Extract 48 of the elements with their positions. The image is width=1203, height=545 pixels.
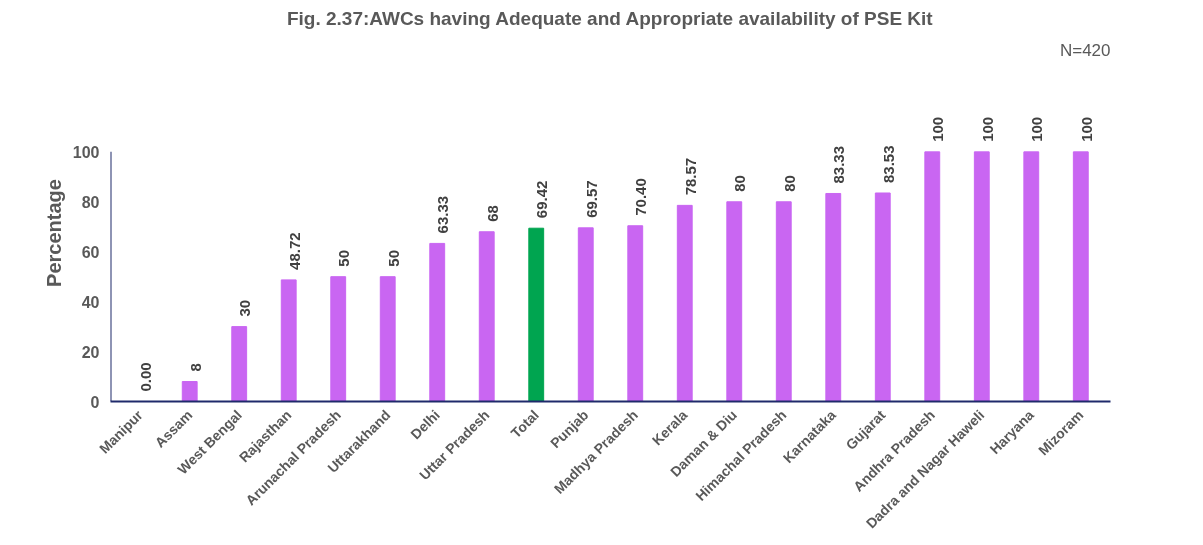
data-label: 80	[780, 175, 798, 192]
bar	[676, 204, 693, 402]
y-tick-label: 40	[81, 293, 100, 311]
bar	[1072, 151, 1089, 402]
data-label: 78.57	[681, 157, 699, 196]
y-tick-label: 100	[72, 143, 100, 161]
bar	[528, 227, 545, 402]
bar	[1023, 151, 1040, 402]
bar	[924, 151, 941, 402]
bar	[726, 201, 743, 402]
y-tick-label: 0	[90, 393, 100, 411]
data-label: 83.53	[879, 145, 897, 183]
data-label: 8	[186, 363, 204, 372]
data-label: 80	[731, 175, 749, 192]
data-label: 50	[335, 250, 353, 267]
data-label: 68	[483, 205, 501, 222]
y-tick-label: 60	[81, 243, 100, 261]
y-tick-label: 20	[81, 343, 100, 361]
y-tick-label: 80	[81, 193, 100, 211]
bar	[280, 279, 297, 402]
bar	[577, 227, 594, 402]
data-label: 100	[1028, 116, 1046, 142]
data-label: 30	[236, 299, 254, 317]
data-label: 100	[929, 116, 947, 142]
data-label: 83.33	[830, 145, 848, 184]
bar	[330, 276, 347, 402]
data-label: 48.72	[285, 232, 303, 270]
bar	[825, 192, 842, 402]
bar	[429, 242, 446, 402]
data-label: 50	[384, 250, 402, 267]
data-label: 70.40	[632, 178, 650, 216]
y-axis-title: Percentage	[42, 179, 65, 287]
bar	[627, 225, 644, 402]
bar	[478, 231, 495, 402]
data-label: 0.00	[137, 362, 155, 392]
bar	[181, 381, 198, 402]
data-label: 100	[1077, 116, 1095, 142]
bar	[973, 151, 990, 402]
data-label: 69.57	[582, 180, 600, 218]
chart-title: Fig. 2.37:AWCs having Adequate and Appropriate availability of PSE Kit	[286, 7, 934, 29]
data-label: 63.33	[434, 195, 452, 234]
bar	[775, 201, 792, 402]
bar	[231, 326, 248, 402]
data-label: 69.42	[533, 180, 551, 219]
data-label: 100	[978, 116, 996, 142]
bar	[379, 276, 396, 402]
bar	[874, 192, 891, 402]
text: N=420	[1059, 40, 1111, 60]
